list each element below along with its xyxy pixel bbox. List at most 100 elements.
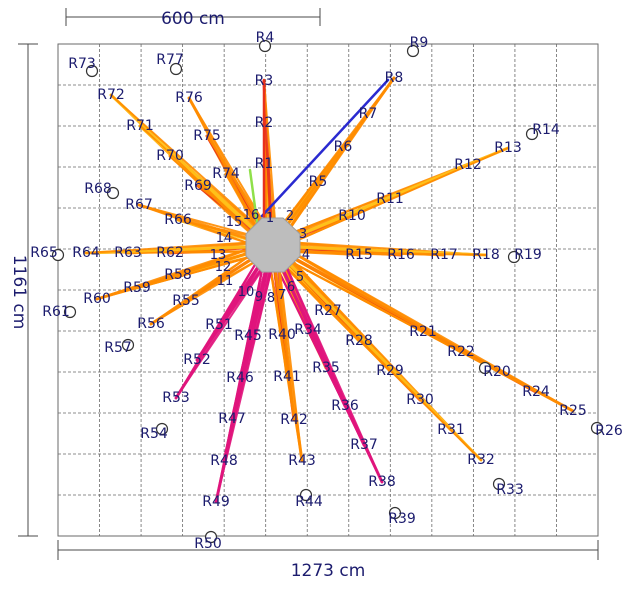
- receiver-marker-r4: [258, 39, 272, 53]
- receiver-marker-r20: [478, 361, 492, 375]
- receiver-label-r33: R33: [496, 482, 524, 498]
- receiver-label-r68: R68: [84, 181, 112, 197]
- receiver-marker-r39: [388, 506, 402, 520]
- receiver-marker-r50: [204, 530, 218, 544]
- receiver-label-r73: R73: [68, 56, 96, 72]
- receiver-marker-r44: [299, 488, 313, 502]
- source-number: 8: [267, 291, 275, 306]
- receiver-label-r49: R49: [202, 494, 230, 510]
- receiver-label-r27: R27: [314, 303, 342, 319]
- receiver-label-r60: R60: [83, 291, 111, 307]
- receiver-label-r44: R44: [295, 494, 323, 510]
- receiver-label-r26: R26: [595, 423, 623, 439]
- receiver-label-r7: R7: [359, 106, 378, 122]
- receiver-label-r17: R17: [430, 247, 458, 263]
- ray-r13: [272, 147, 509, 252]
- receiver-label-r4: R4: [256, 30, 275, 46]
- ray-accent: [260, 78, 390, 218]
- height-dimension: 1161 cm: [9, 43, 38, 537]
- receiver-label-r18: R18: [472, 247, 500, 263]
- source-number: 5: [296, 270, 304, 285]
- receiver-marker-r61: [63, 305, 77, 319]
- receiver-label-r39: R39: [388, 511, 416, 527]
- receiver-label-r66: R66: [164, 212, 192, 228]
- receiver-label-r13: R13: [494, 140, 522, 156]
- width-dimension: 1273 cm: [57, 540, 599, 581]
- receiver-label-r47: R47: [218, 411, 246, 427]
- receiver-label-r12: R12: [454, 157, 482, 173]
- receiver-label-r3: R3: [255, 73, 274, 89]
- receiver-label-r32: R32: [467, 452, 495, 468]
- receiver-label-r35: R35: [312, 360, 340, 376]
- source-number: 4: [302, 248, 310, 263]
- receiver-label-r38: R38: [368, 474, 396, 490]
- receiver-label-r16: R16: [387, 247, 415, 263]
- receivers-layer: R1 R2 R3 R4 R5 R6 R7 R8 R9 R10 R11 R12 R13 R14 R15 R16 R…: [30, 30, 623, 552]
- receiver-marker-r14: [525, 127, 539, 141]
- receiver-label-r8: R8: [385, 70, 404, 86]
- receiver-label-r57: R57: [104, 340, 132, 356]
- receiver-label-r64: R64: [72, 245, 100, 261]
- receiver-label-r52: R52: [183, 352, 211, 368]
- receiver-marker-r54: [155, 422, 169, 436]
- ray-r53: [175, 242, 269, 399]
- receiver-marker-r65: [51, 248, 65, 262]
- receiver-label-r24: R24: [522, 384, 550, 400]
- ray-r38: [266, 247, 383, 483]
- receiver-marker-r68: [106, 186, 120, 200]
- receiver-label-r40: R40: [268, 327, 296, 343]
- source-number: 11: [217, 274, 234, 289]
- receiver-label-r45: R45: [234, 328, 262, 344]
- receiver-label-r59: R59: [123, 280, 151, 296]
- ray-r18: [270, 249, 487, 256]
- receiver-label-r41: R41: [273, 369, 301, 385]
- receiver-label-r74: R74: [212, 166, 240, 182]
- scale-bar-label: 600 cm: [161, 9, 225, 29]
- receiver-label-r70: R70: [156, 148, 184, 164]
- receiver-label-r62: R62: [156, 245, 184, 261]
- source-number: 10: [238, 285, 255, 300]
- source-octagon: [245, 217, 301, 273]
- scale-bar: 600 cm: [65, 8, 321, 29]
- receiver-label-r43: R43: [288, 453, 316, 469]
- receiver-label-r76: R76: [175, 90, 203, 106]
- ray-r32: [267, 248, 482, 461]
- receiver-label-r1: R1: [255, 156, 274, 172]
- receiver-label-r50: R50: [194, 536, 222, 552]
- receiver-label-r29: R29: [376, 363, 404, 379]
- receiver-marker-r26: [590, 421, 604, 435]
- receiver-label-r34: R34: [294, 322, 322, 338]
- ray-r43: [266, 245, 303, 462]
- receiver-label-r9: R9: [410, 35, 429, 51]
- receiver-label-r37: R37: [350, 437, 378, 453]
- receiver-label-r11: R11: [376, 191, 404, 207]
- receiver-label-r19: R19: [514, 247, 542, 263]
- ray-r8: [275, 77, 395, 250]
- source-number: 6: [287, 280, 295, 295]
- source-number: 13: [210, 248, 227, 263]
- receiver-label-r77: R77: [156, 52, 184, 68]
- ray-r72: [110, 94, 277, 244]
- source-number: 15: [226, 215, 243, 230]
- receiver-label-r56: R56: [137, 316, 165, 332]
- source-number: 9: [255, 290, 263, 305]
- receiver-label-r15: R15: [345, 247, 373, 263]
- ray-accent: [248, 168, 259, 224]
- source-number: 1: [266, 211, 274, 226]
- receiver-label-r25: R25: [559, 403, 587, 419]
- receiver-label-r46: R46: [226, 370, 254, 386]
- receiver-label-r6: R6: [334, 139, 353, 155]
- receiver-label-r72: R72: [97, 87, 125, 103]
- receiver-marker-r73: [85, 64, 99, 78]
- receiver-marker-r9: [406, 44, 420, 58]
- ray-r64: [85, 240, 273, 254]
- receiver-label-r53: R53: [162, 390, 190, 406]
- receiver-label-r67: R67: [125, 197, 153, 213]
- receiver-label-r65: R65: [30, 245, 58, 261]
- receiver-label-r36: R36: [331, 398, 359, 414]
- source-number: 2: [286, 209, 294, 224]
- receiver-label-r69: R69: [184, 178, 212, 194]
- receiver-label-r75: R75: [193, 128, 221, 144]
